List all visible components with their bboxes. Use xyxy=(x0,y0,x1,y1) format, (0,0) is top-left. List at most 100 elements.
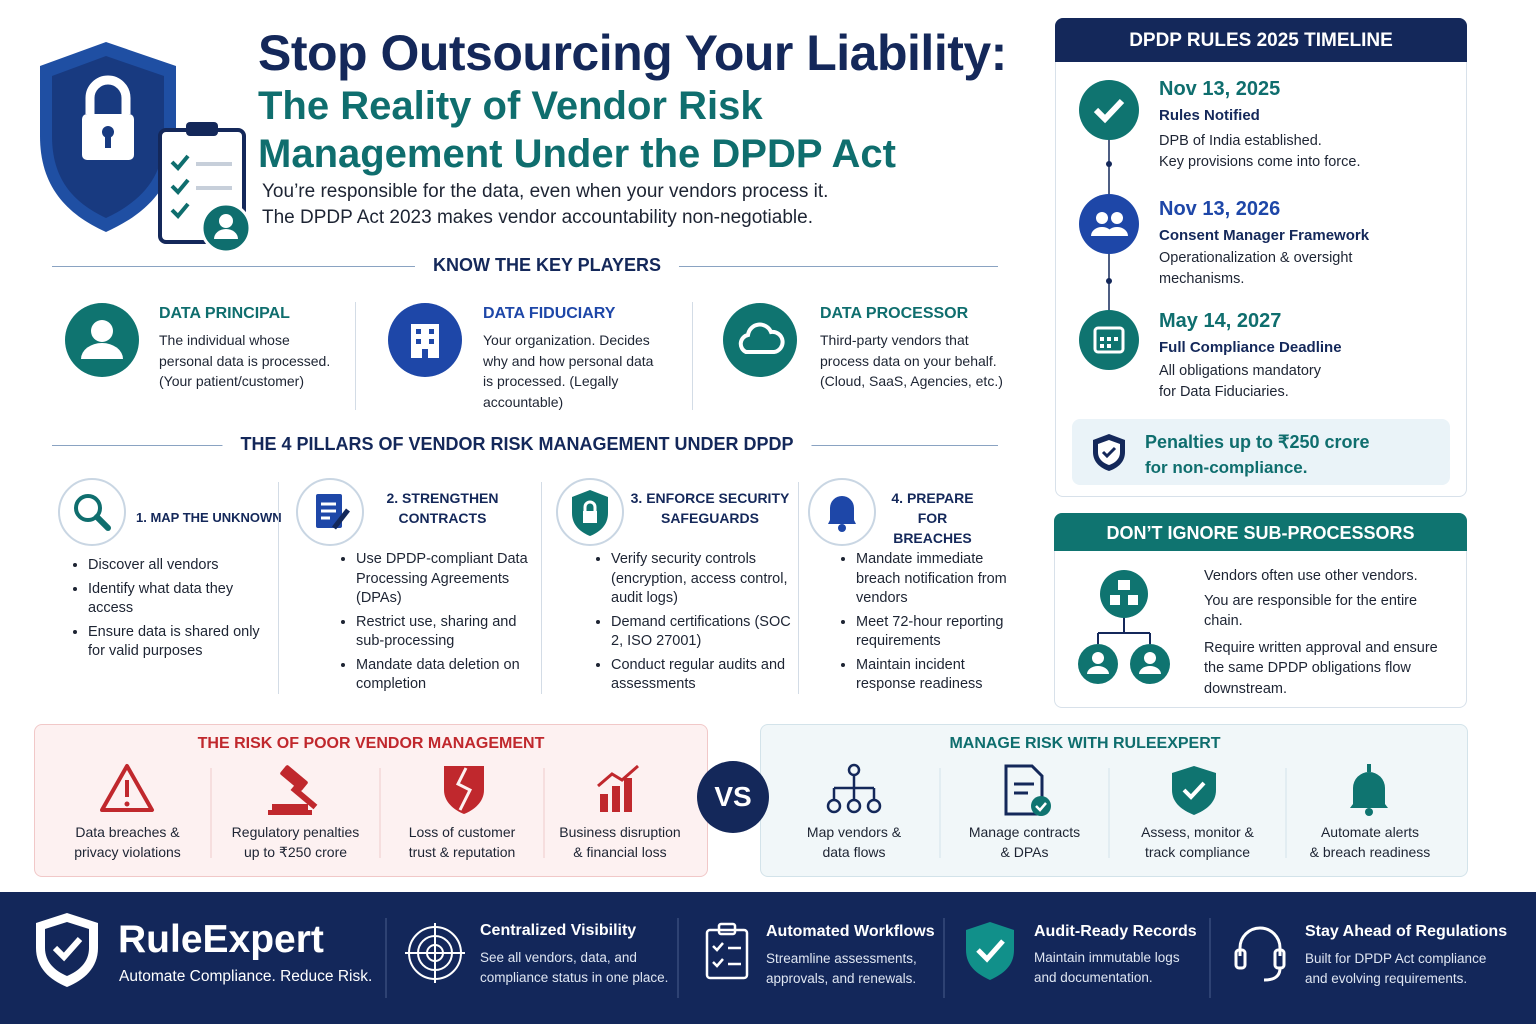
icon-part xyxy=(828,496,856,524)
icon-part xyxy=(1100,337,1118,348)
icon-part xyxy=(717,922,737,936)
text-line: for non-compliance. xyxy=(1145,458,1308,477)
paragraph: Vendors often use other vendors. xyxy=(1204,568,1418,584)
icon-part xyxy=(170,178,190,195)
brand-name: RuleExpert xyxy=(118,918,324,961)
icon-part xyxy=(1097,616,1151,644)
panel-heading: THE RISK OF POOR VENDOR MANAGEMENT xyxy=(197,735,545,752)
text-line: & financial loss xyxy=(573,844,667,860)
event-title: Rules Notified xyxy=(1159,107,1260,124)
risk-label: Business disruption & financial loss xyxy=(544,822,696,862)
divider xyxy=(541,482,542,694)
risk-icons xyxy=(100,764,639,858)
icon-part xyxy=(1035,802,1047,812)
icon-part xyxy=(290,785,318,810)
icon-part xyxy=(58,478,126,546)
icon-part xyxy=(268,810,312,815)
icon-part xyxy=(1111,212,1123,224)
icon-part xyxy=(332,508,350,530)
icon-part xyxy=(939,768,1287,858)
icon-part xyxy=(170,202,190,219)
subtitle: The Reality of Vendor Risk Management Un… xyxy=(258,84,896,176)
brand-tagline: Automate Compliance. Reduce Risk. xyxy=(119,968,373,985)
icon-part xyxy=(600,778,632,812)
text-line: Operationalization & oversight xyxy=(1159,250,1353,266)
icon-part xyxy=(74,494,102,522)
icon-part xyxy=(1093,326,1125,354)
manage-label: Assess, monitor & track compliance xyxy=(1109,822,1286,862)
pillar-icon xyxy=(296,478,364,546)
bullet: Identify what data they access xyxy=(88,580,270,619)
text-line: Penalties up to ₹250 crore xyxy=(1145,432,1370,452)
icon-part xyxy=(100,764,154,812)
bullet: Restrict use, sharing and sub-processing xyxy=(356,613,538,652)
text-line: DPB of India established. xyxy=(1159,133,1322,149)
panel-heading: MANAGE RISK WITH RULEEXPERT xyxy=(949,735,1221,752)
intro-line: You’re responsible for the data, even wh… xyxy=(262,181,829,202)
text-line: Loss of customer xyxy=(408,824,516,840)
icon-part xyxy=(826,798,842,814)
icon-part xyxy=(976,939,1005,963)
event-date: Nov 13, 2025 xyxy=(1159,78,1281,100)
icon-part xyxy=(1100,570,1148,618)
paragraph: You are responsible for the entire chain… xyxy=(1204,592,1418,630)
manage-icons xyxy=(826,763,1388,858)
icon-part xyxy=(1079,194,1139,254)
footer-icons xyxy=(385,918,1286,998)
event-text: All obligations mandatory for Data Fiduci… xyxy=(1159,361,1321,403)
manage-label: Manage contracts & DPAs xyxy=(940,822,1109,862)
text-line: Regulatory penalties xyxy=(231,824,360,840)
brand-logo xyxy=(36,913,98,987)
risk-label: Regulatory penalties up to ₹250 crore xyxy=(211,822,380,862)
text-line: trust & reputation xyxy=(408,844,516,860)
icon-part xyxy=(1238,926,1282,956)
player-title: DATA PRINCIPAL xyxy=(159,305,290,322)
icon-part xyxy=(1234,948,1247,970)
icon-part xyxy=(94,514,111,531)
icon-part xyxy=(170,154,190,171)
icon-part xyxy=(1128,595,1138,605)
icon-part xyxy=(1101,446,1117,459)
icon-part xyxy=(846,798,862,814)
vs-badge: VS xyxy=(697,761,769,833)
text-line: compliance status in one place. xyxy=(480,970,669,985)
bullet: Ensure data is shared only for valid pur… xyxy=(88,623,270,662)
divider xyxy=(692,302,693,410)
feature-text: Built for DPDP Act compliance and evolvin… xyxy=(1305,949,1486,989)
icon-part xyxy=(1110,580,1138,605)
player-desc: The individual whose personal data is pr… xyxy=(159,332,331,369)
penalty-text: Penalties up to ₹250 crore for non-compli… xyxy=(1145,430,1370,480)
text-line: approvals, and renewals. xyxy=(766,971,917,986)
icon-part xyxy=(1091,227,1128,236)
icon-part xyxy=(1107,344,1111,348)
icon-part xyxy=(1106,161,1112,167)
bullet: Use DPDP-compliant Data Processing Agree… xyxy=(356,550,538,609)
text-line: & DPAs xyxy=(1000,844,1049,860)
icon-part xyxy=(186,122,218,136)
text-line: See all vendors, data, and xyxy=(480,950,637,965)
bullet: Demand certifications (SOC 2, ISO 27001) xyxy=(611,613,793,652)
pillar-bullets: Use DPDP-compliant Data Processing Agree… xyxy=(338,550,538,699)
pillar-title: 2. STRENGTHEN CONTRACTS xyxy=(386,490,499,526)
icon-part xyxy=(1114,337,1118,341)
icon-part xyxy=(1096,212,1108,224)
bullet: Mandate data deletion on completion xyxy=(356,656,538,695)
icon-part xyxy=(1365,808,1373,816)
icon-part xyxy=(723,303,797,377)
text-line: Business disruption xyxy=(559,824,681,840)
section-heading: KNOW THE KEY PLAYERS xyxy=(414,255,680,276)
icon-part xyxy=(1100,337,1104,341)
icon-part xyxy=(1107,337,1111,341)
icon-part xyxy=(422,349,428,358)
text-line: Manage contracts xyxy=(968,824,1081,840)
pillar-bullets: Mandate immediate breach notification fr… xyxy=(838,550,1018,699)
player-icon xyxy=(65,303,139,377)
pillar-icon xyxy=(58,478,126,546)
icon-part xyxy=(712,942,724,968)
penalty-icon xyxy=(1093,434,1125,471)
text-line: data flows xyxy=(822,844,886,860)
text-line: Automate alerts xyxy=(1320,824,1420,840)
text-line: Map vendors & xyxy=(806,824,902,840)
icon-part xyxy=(272,804,308,810)
